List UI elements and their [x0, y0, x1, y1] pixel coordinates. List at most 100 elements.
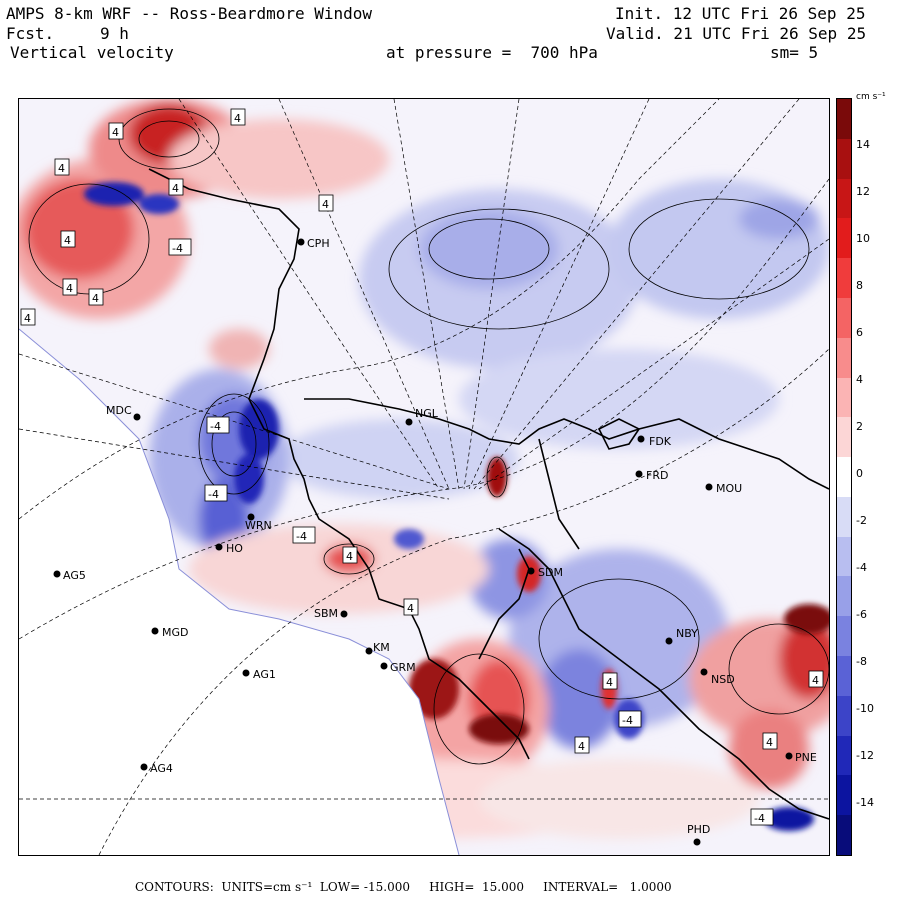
colorbar-tick-label: -6	[856, 608, 867, 621]
smoothing-value: sm= 5	[770, 43, 819, 62]
valid-time: Valid. 21 UTC Fri 26 Sep 25	[606, 24, 867, 43]
station-phd: PHD	[687, 823, 710, 846]
station-label-ag1: AG1	[253, 668, 276, 681]
svg-text:4: 4	[322, 198, 329, 211]
station-grm: GRM	[380, 661, 416, 674]
colorbar-segment	[837, 775, 851, 816]
station-frd: FRD	[635, 469, 668, 482]
station-label-mgd: MGD	[162, 626, 189, 639]
contour-label: 4	[88, 288, 104, 306]
pressure-level: at pressure = 700 hPa	[386, 43, 598, 62]
station-ag5: AG5	[53, 569, 86, 582]
contour-label: -4	[168, 238, 192, 256]
init-time: Init. 12 UTC Fri 26 Sep 25	[615, 4, 866, 23]
station-mdc: MDC	[106, 404, 141, 421]
colorbar	[836, 98, 852, 856]
svg-text:4: 4	[766, 736, 773, 749]
svg-text:4: 4	[606, 676, 613, 689]
station-cph: CPH	[297, 237, 330, 250]
station-label-nby: NBY	[676, 627, 698, 640]
contour-label: 4	[230, 108, 246, 126]
colorbar-tick-label: -2	[856, 514, 867, 527]
colorbar-segment	[837, 178, 851, 219]
contour-label: 4	[808, 670, 824, 688]
station-ho: HO	[215, 542, 243, 555]
svg-text:-4: -4	[210, 420, 221, 433]
contour-label: -4	[204, 484, 228, 502]
station-label-sdm: SDM	[538, 566, 563, 579]
colorbar-segment	[837, 815, 851, 856]
svg-text:-4: -4	[622, 714, 633, 727]
svg-text:4: 4	[172, 182, 179, 195]
colorbar-segment	[837, 735, 851, 776]
colorbar-segment	[837, 656, 851, 697]
vertical-velocity-map: CPH MDC NGL FDK FRD MOU WRN HO SDM AG5 S…	[19, 99, 829, 855]
svg-text:4: 4	[58, 162, 65, 175]
colorbar-tick-label: -8	[856, 655, 867, 668]
field-name: Vertical velocity	[10, 43, 174, 62]
contour-label: 4	[62, 278, 78, 296]
station-label-frd: FRD	[646, 469, 668, 482]
station-label-sbm: SBM	[314, 607, 338, 620]
svg-text:-4: -4	[754, 812, 765, 825]
contour-label: 4	[168, 178, 184, 196]
footer-high: HIGH= 15.000	[429, 880, 524, 894]
colorbar-segment	[837, 616, 851, 657]
colorbar-segment	[837, 377, 851, 418]
contour-label: 4	[342, 546, 358, 564]
contour-label: 4	[762, 732, 778, 750]
station-ag1: AG1	[242, 668, 276, 681]
svg-text:4: 4	[578, 740, 585, 753]
svg-text:4: 4	[112, 126, 119, 139]
station-label-ho: HO	[226, 542, 243, 555]
forecast-label: Fcst.	[6, 24, 55, 43]
contour-label: -4	[750, 808, 774, 826]
contour-label: 4	[20, 308, 36, 326]
station-label-fdk: FDK	[649, 435, 672, 448]
footer-low: LOW= -15.000	[319, 880, 410, 894]
station-ag4: AG4	[140, 762, 173, 775]
colorbar-segment	[837, 258, 851, 299]
map-title: AMPS 8-km WRF -- Ross-Beardmore Window	[6, 4, 373, 23]
lat-lon-grid	[19, 99, 829, 855]
station-label-wrn: WRN	[245, 519, 272, 532]
forecast-hour: 9 h	[100, 24, 129, 43]
data-boundary	[19, 328, 460, 855]
station-label-grm: GRM	[390, 661, 416, 674]
colorbar-tick-label: 10	[856, 232, 870, 245]
colorbar-segment	[837, 496, 851, 538]
contour-label: -4	[292, 526, 316, 544]
colorbar-tick-label: 12	[856, 185, 870, 198]
contour-label: 4	[574, 736, 590, 754]
svg-text:-4: -4	[296, 530, 307, 543]
coastline	[148, 168, 829, 820]
station-mou: MOU	[705, 482, 742, 495]
missing-data-region	[19, 329, 459, 855]
contour-label: 4	[108, 122, 124, 140]
station-label-ngl: NGL	[415, 407, 439, 420]
station-sdm: SDM	[527, 566, 563, 579]
colorbar-tick-label: -14	[856, 796, 874, 809]
footer-contours-label: CONTOURS:	[135, 880, 214, 894]
footer-units: UNITS=cm s⁻¹	[221, 880, 313, 894]
svg-text:-4: -4	[172, 242, 183, 255]
station-km: KM	[365, 641, 390, 655]
station-fdk: FDK	[637, 435, 672, 448]
contour-label: 4	[54, 158, 70, 176]
station-nby: NBY	[665, 627, 698, 645]
contour-label: 4	[60, 230, 76, 248]
colorbar-units: cm s⁻¹	[856, 92, 886, 102]
station-label-mdc: MDC	[106, 404, 132, 417]
colorbar-segment	[837, 695, 851, 737]
contour-label: -4	[206, 416, 230, 434]
station-label-pne: PNE	[795, 751, 817, 764]
station-markers: CPH MDC NGL FDK FRD MOU WRN HO SDM AG5 S…	[53, 237, 817, 846]
colorbar-tick-label: 8	[856, 279, 863, 292]
station-label-cph: CPH	[307, 237, 330, 250]
station-nsd: NSD	[700, 668, 735, 686]
colorbar-tick-label: 2	[856, 420, 863, 433]
svg-text:4: 4	[24, 312, 31, 325]
station-label-km: KM	[373, 641, 390, 654]
colorbar-tick-label: 6	[856, 326, 863, 339]
svg-text:4: 4	[64, 234, 71, 247]
